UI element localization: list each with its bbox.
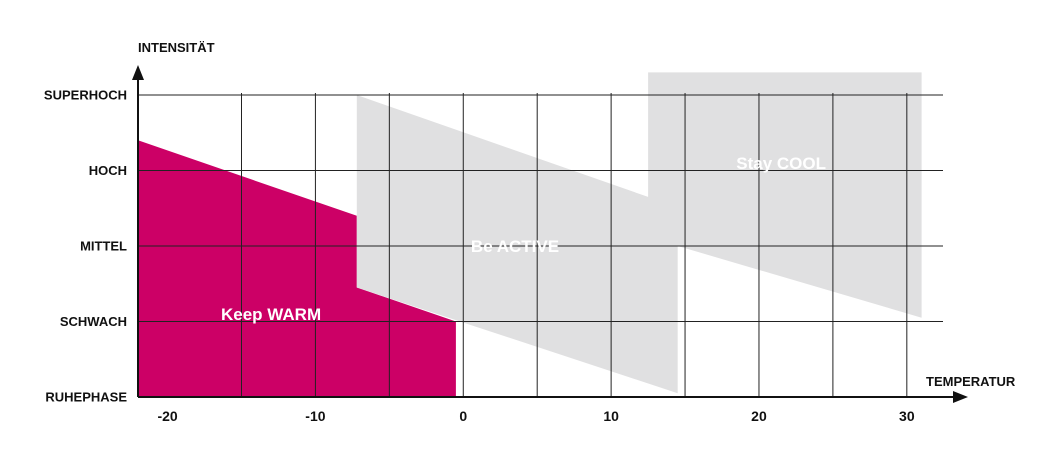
y-axis-arrow [132,65,144,80]
y-tick-label: SCHWACH [60,314,127,329]
region-label-be-active: Be ACTIVE [471,237,559,256]
region-keep-warm [138,140,456,398]
grid-layer [138,93,943,397]
x-tick-label: 10 [603,408,619,424]
x-axis-title: TEMPERATUR [926,374,1016,389]
y-axis-title: INTENSITÄT [138,40,215,55]
x-tick-label: 0 [459,408,467,424]
region-be-active [356,72,922,394]
x-tick-label: -10 [305,408,325,424]
region-label-keep-warm: Keep WARM [221,305,321,324]
y-tick-label: SUPERHOCH [44,88,127,103]
x-tick-label: 20 [751,408,767,424]
region-label-stay-cool: Stay COOL [736,154,826,173]
y-tick-label: RUHEPHASE [45,390,127,405]
y-tick-label: HOCH [89,163,127,178]
y-tick-label: MITTEL [80,239,127,254]
axes-layer [132,65,968,403]
regions-layer [138,72,922,398]
x-tick-label: -20 [157,408,177,424]
x-axis-arrow [953,391,968,403]
labels-layer: RUHEPHASE SCHWACH MITTEL HOCH SUPERHOCH -20 -1… [44,88,915,425]
x-tick-label: 30 [899,408,915,424]
